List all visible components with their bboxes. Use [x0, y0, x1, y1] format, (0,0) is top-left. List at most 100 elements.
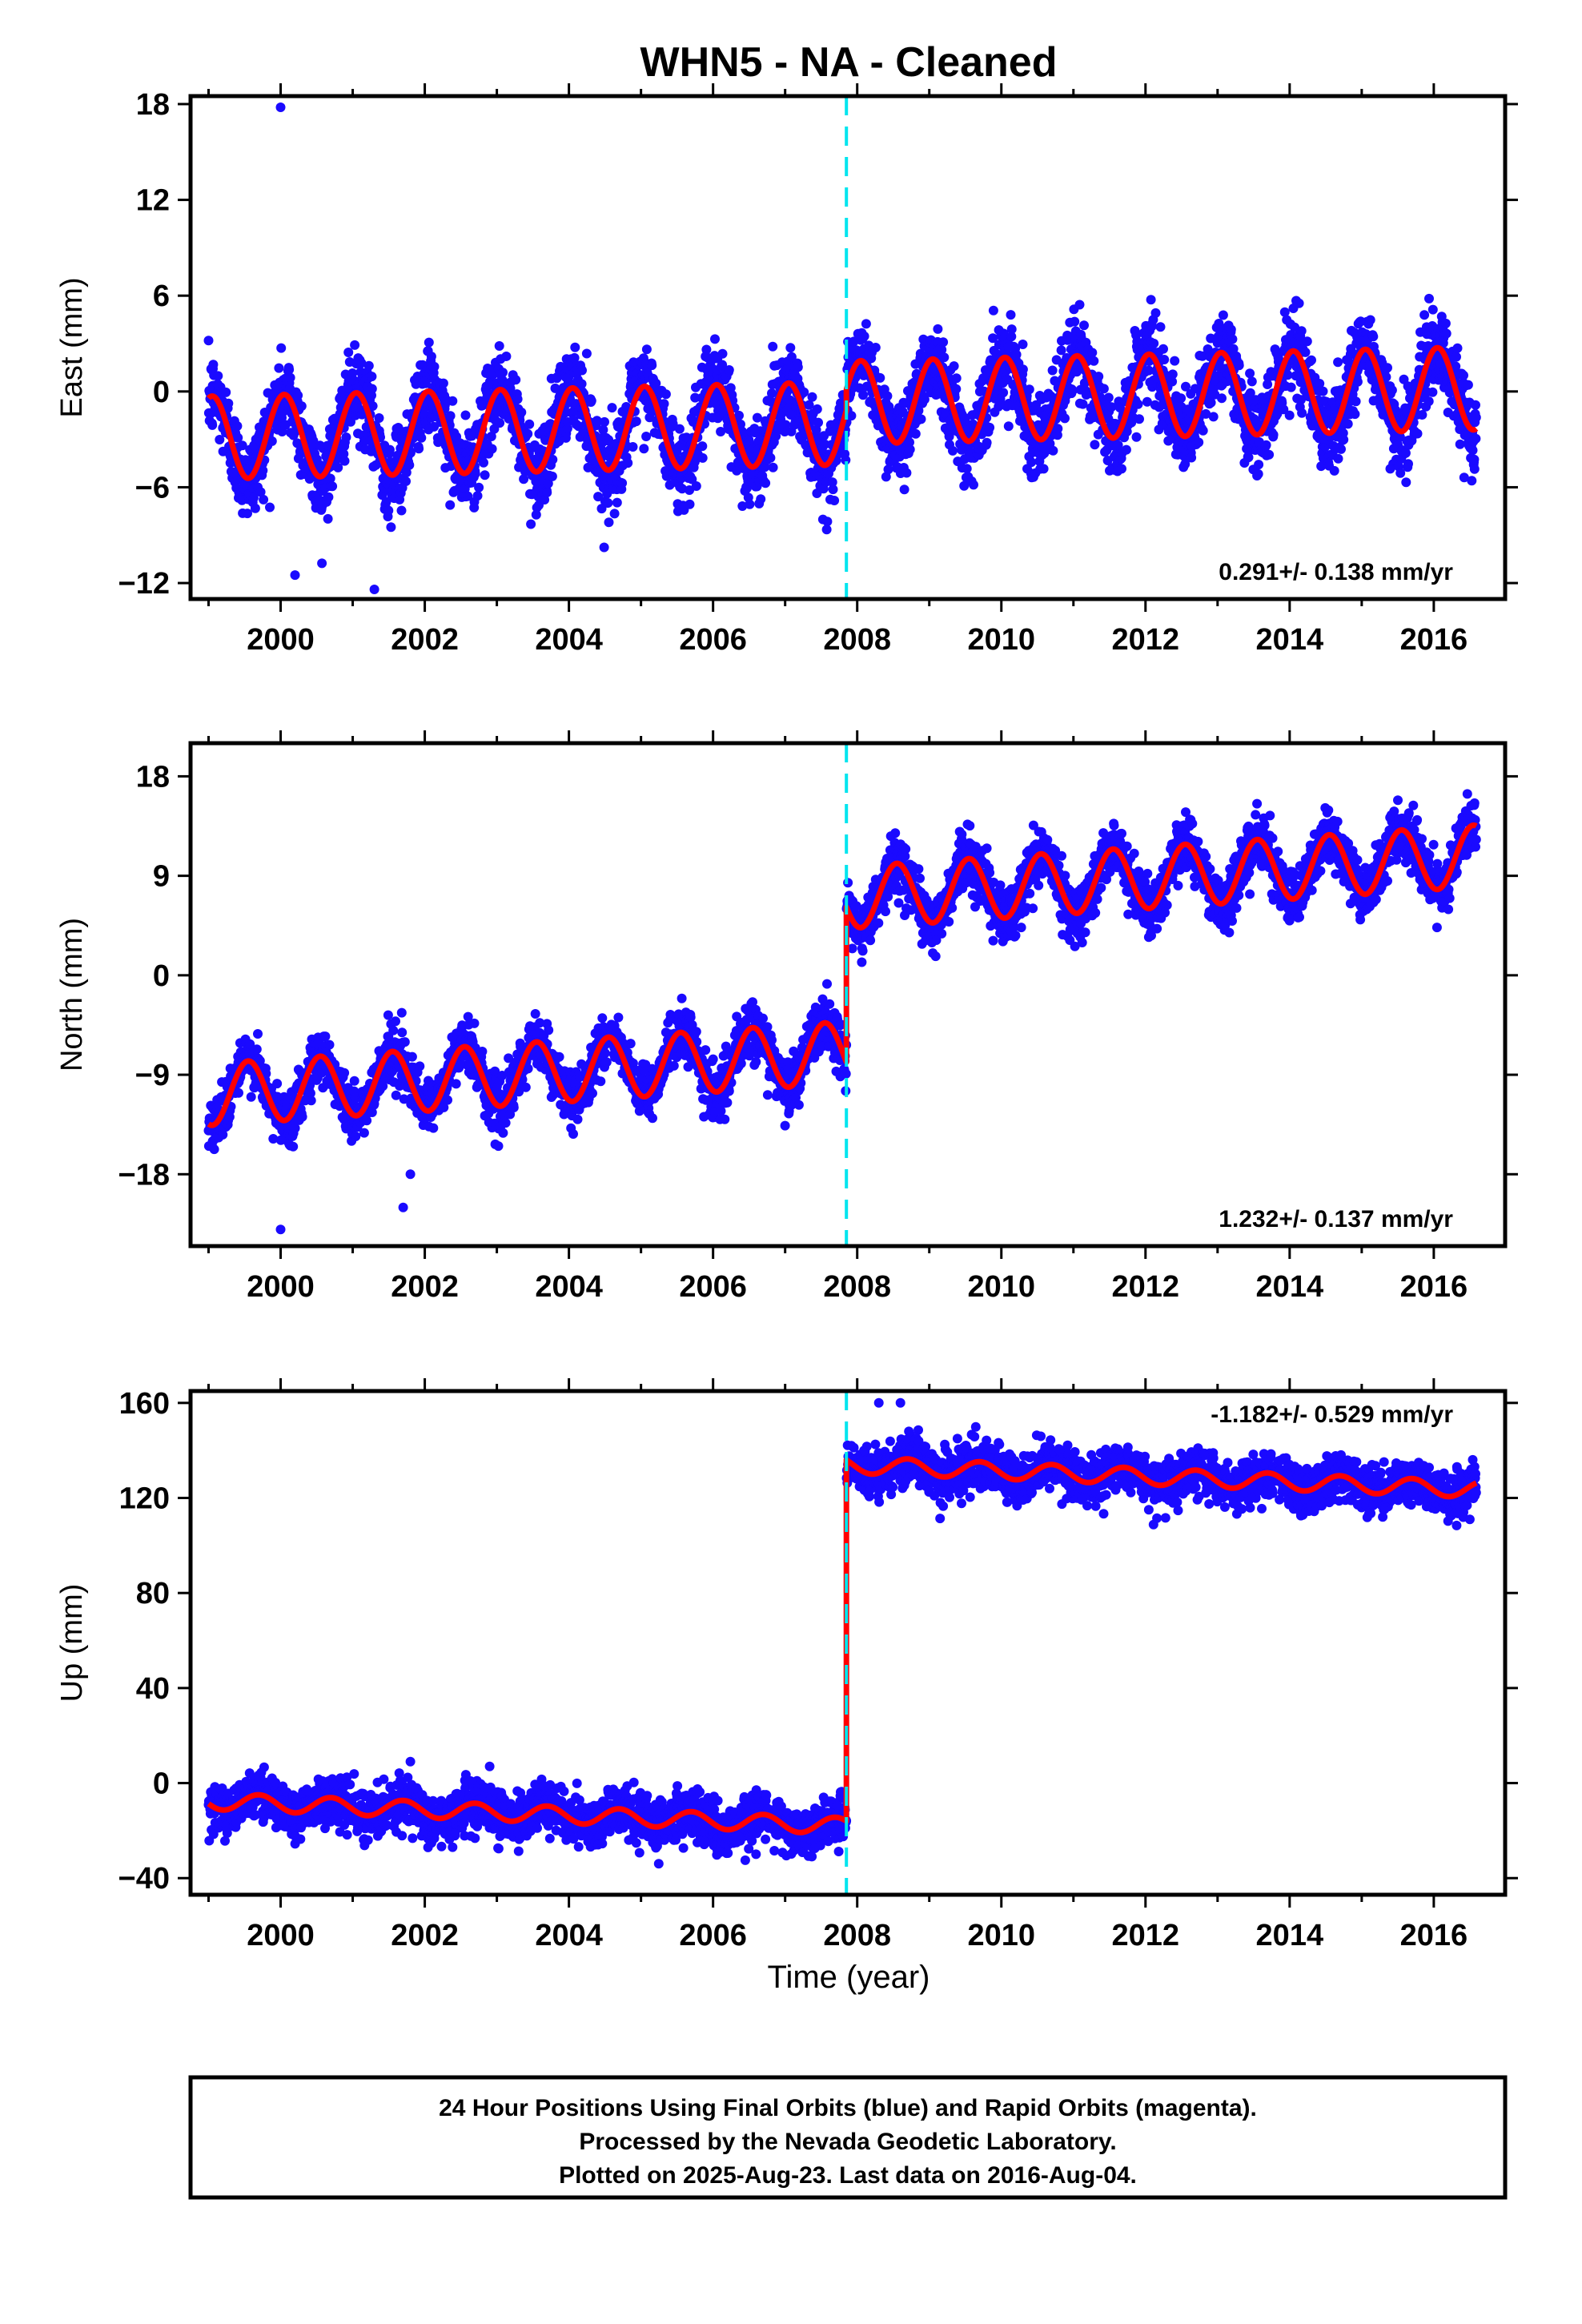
- observation-point: [1468, 445, 1478, 456]
- observation-point: [350, 340, 360, 350]
- observation-point: [1198, 425, 1208, 436]
- observation-point: [628, 442, 638, 452]
- observation-point: [486, 432, 496, 441]
- observation-point: [661, 389, 671, 400]
- observation-point: [710, 334, 720, 344]
- observation-point: [1024, 384, 1034, 395]
- observation-point: [524, 419, 535, 429]
- observation-point: [243, 509, 252, 519]
- observation-point: [639, 444, 649, 454]
- observation-point: [724, 365, 734, 375]
- observation-point: [697, 441, 708, 452]
- observation-point: [474, 482, 484, 493]
- observation-point: [781, 420, 791, 430]
- observation-point: [768, 462, 778, 472]
- observation-point: [1150, 308, 1161, 318]
- observation-point: [905, 437, 914, 448]
- observation-point: [1048, 445, 1058, 456]
- observation-point: [1194, 437, 1204, 448]
- observation-point: [933, 324, 943, 334]
- observation-point: [480, 470, 490, 480]
- observation-point: [962, 464, 972, 474]
- observation-point: [1018, 364, 1028, 375]
- observation-point: [861, 319, 871, 329]
- observation-point: [988, 305, 998, 316]
- observation-point: [1440, 318, 1451, 328]
- observation-point: [386, 522, 396, 533]
- observation-point: [1047, 365, 1058, 376]
- observation-point: [1471, 412, 1481, 423]
- observation-point: [1459, 370, 1468, 380]
- observation-point: [988, 333, 998, 344]
- observation-point: [526, 519, 536, 529]
- observation-point: [785, 410, 796, 420]
- observation-point: [604, 517, 614, 528]
- observation-point: [858, 390, 868, 400]
- observation-point: [573, 421, 584, 432]
- observation-point: [1339, 435, 1349, 444]
- observation-point: [1018, 340, 1028, 349]
- observation-point: [1403, 459, 1413, 469]
- observation-point: [445, 500, 456, 510]
- observation-point: [905, 444, 915, 455]
- observation-point: [1217, 393, 1227, 404]
- observation-point: [631, 416, 641, 427]
- observation-point: [737, 501, 748, 511]
- observation-point: [1254, 460, 1264, 470]
- observation-point: [512, 394, 523, 404]
- observation-point: [1208, 412, 1219, 422]
- observation-point: [919, 394, 930, 404]
- observation-point: [438, 378, 448, 388]
- observation-point: [1006, 324, 1017, 335]
- observation-point: [951, 384, 962, 394]
- observation-point: [859, 331, 869, 341]
- observation-point: [570, 342, 580, 352]
- observation-point: [550, 383, 560, 393]
- observation-point: [1401, 477, 1411, 488]
- observation-point: [994, 401, 1004, 412]
- observation-point: [577, 365, 587, 376]
- observation-point: [734, 410, 744, 420]
- observation-point: [761, 478, 771, 489]
- x-tick-label: 2016: [1400, 623, 1468, 657]
- y-tick-label: −6: [135, 471, 170, 505]
- observation-point: [685, 499, 695, 509]
- observation-point: [1352, 376, 1363, 387]
- observation-point: [1060, 413, 1070, 424]
- observation-point: [1302, 336, 1312, 347]
- observation-point: [1103, 392, 1114, 403]
- observation-point: [1245, 368, 1255, 379]
- observation-point: [351, 1132, 361, 1141]
- observation-point: [821, 525, 832, 535]
- observation-point: [756, 494, 766, 505]
- observation-point: [374, 413, 384, 423]
- observation-point: [1087, 348, 1098, 358]
- outlier-point: [275, 103, 286, 112]
- y-tick-label: 0: [153, 376, 170, 409]
- observation-point: [598, 424, 608, 435]
- observation-point: [592, 416, 602, 426]
- observation-point: [323, 513, 333, 524]
- observation-point: [899, 485, 909, 495]
- observation-point: [581, 348, 592, 359]
- observation-point: [388, 1025, 399, 1035]
- observation-point: [1226, 324, 1236, 335]
- observation-point: [265, 502, 275, 513]
- observation-point: [1056, 345, 1066, 356]
- observation-point: [540, 495, 550, 505]
- observation-point: [1003, 421, 1014, 432]
- observation-point: [359, 1128, 369, 1138]
- observation-point: [400, 1037, 410, 1047]
- observation-point: [367, 401, 378, 411]
- observation-point: [1131, 432, 1142, 442]
- observation-point: [786, 352, 797, 362]
- observation-point: [501, 352, 512, 361]
- observation-point: [259, 494, 269, 505]
- observation-point: [1070, 316, 1080, 327]
- observation-point: [531, 509, 541, 520]
- observation-point: [1441, 328, 1452, 339]
- observation-point: [1038, 464, 1049, 474]
- observation-point: [1419, 310, 1430, 320]
- observation-point: [469, 1018, 480, 1028]
